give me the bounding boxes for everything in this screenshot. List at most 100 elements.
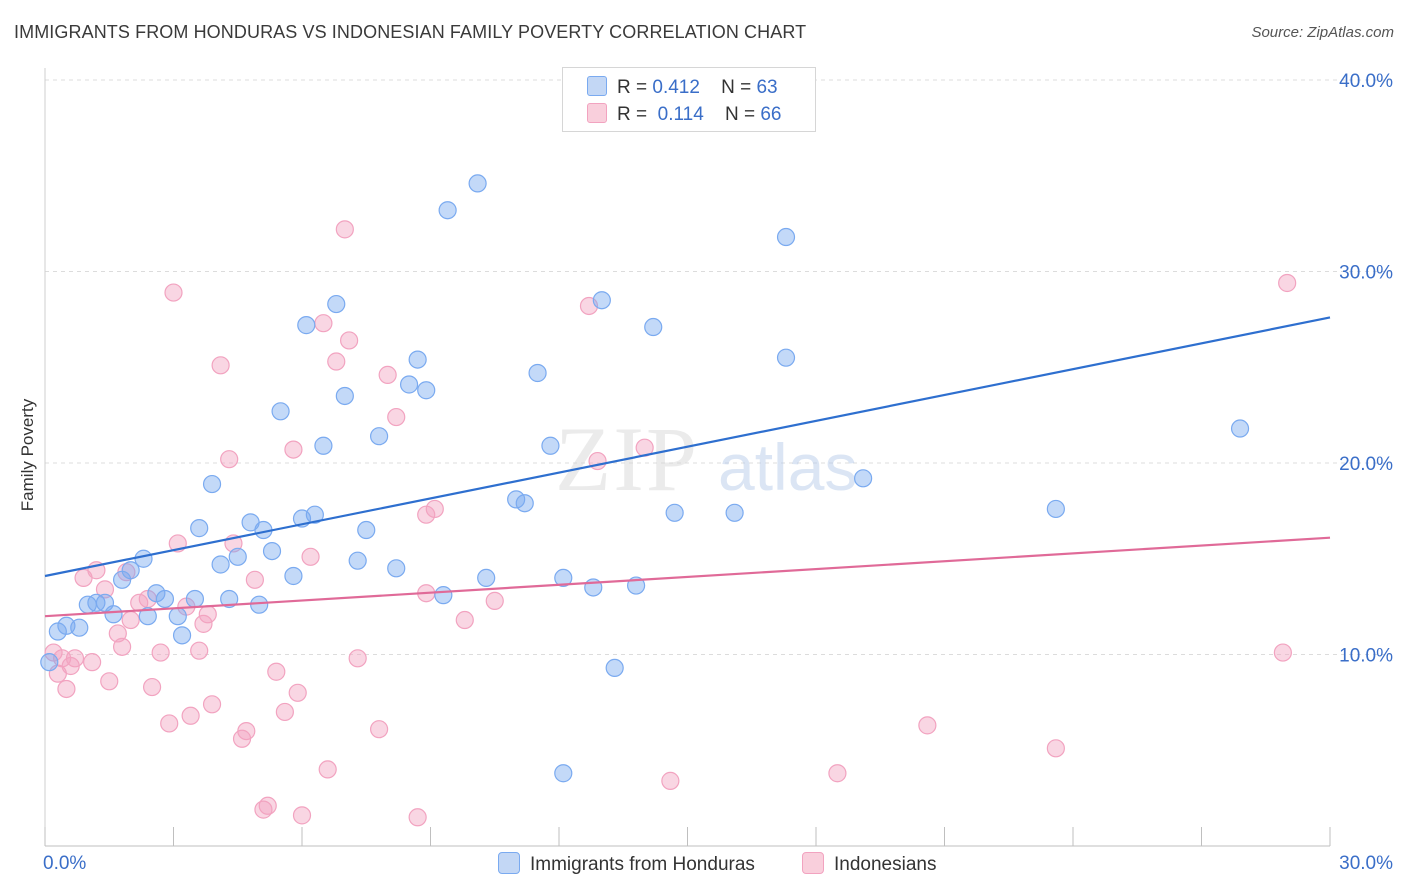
indonesians-point	[301, 547, 320, 566]
indonesians-point	[194, 614, 213, 633]
indonesians-point	[220, 450, 239, 469]
legend-item-indonesians[interactable]: Indonesians	[802, 852, 936, 876]
legend-row-indonesians: R = 0.114 N = 66	[587, 103, 781, 125]
honduras-point	[665, 503, 684, 522]
honduras-trend-line	[44, 316, 1331, 578]
indonesians-point	[335, 220, 354, 239]
honduras-point	[155, 589, 175, 609]
honduras-point	[327, 294, 346, 314]
honduras-point	[138, 607, 157, 626]
indonesians-point	[387, 407, 406, 427]
honduras-point	[185, 589, 205, 609]
honduras-point	[262, 541, 282, 561]
legend-row-honduras: R = 0.412 N = 63	[587, 76, 778, 98]
indonesians-point	[340, 331, 359, 350]
y-tick-label: 10.0%	[1339, 646, 1393, 667]
watermark-atlas: atlas	[718, 430, 857, 504]
indonesians-points	[44, 220, 1297, 827]
legend-r-value-honduras: 0.412	[652, 77, 700, 98]
indonesians-point	[142, 677, 162, 697]
indonesians-point	[918, 716, 937, 735]
indonesians-point	[160, 714, 179, 733]
indonesians-point	[202, 695, 222, 714]
legend-item-honduras[interactable]: Immigrants from Honduras	[498, 852, 755, 876]
indonesians-point	[828, 764, 847, 783]
indonesians-point	[425, 499, 444, 519]
indonesians-point	[245, 570, 264, 589]
honduras-point	[725, 503, 744, 522]
y-tick-label: 20.0%	[1339, 454, 1393, 475]
honduras-point	[202, 474, 222, 494]
legend-label-indonesians: Indonesians	[834, 854, 937, 875]
indonesians-point	[1046, 739, 1065, 758]
source-label: Source: ZipAtlas.com	[1251, 24, 1394, 41]
honduras-point	[854, 469, 873, 488]
tick-labels: 10.0% 20.0% 30.0% 40.0% 0.0% 30.0%	[43, 71, 1393, 874]
indonesians-point	[65, 649, 85, 668]
honduras-point	[228, 547, 247, 566]
honduras-point	[314, 436, 333, 455]
indonesians-point	[348, 649, 367, 668]
correlation-legend: R = 0.412 N = 63 R = 0.114 N = 66	[562, 67, 816, 132]
honduras-point	[134, 549, 153, 568]
indonesians-point	[455, 610, 474, 630]
legend-r-label: R =	[617, 77, 648, 98]
honduras-point	[387, 559, 406, 578]
indonesians-point	[112, 637, 132, 656]
indonesians-point	[100, 672, 119, 691]
indonesians-point	[121, 610, 140, 630]
honduras-point	[1046, 499, 1065, 519]
indonesians-point	[267, 662, 286, 681]
indonesians-point	[370, 720, 389, 739]
indonesians-point	[378, 365, 397, 385]
honduras-point	[70, 618, 89, 637]
indonesians-point	[408, 808, 427, 827]
honduras-point	[357, 520, 376, 540]
honduras-point	[528, 363, 547, 383]
indonesians-point	[314, 314, 333, 333]
honduras-point	[190, 519, 209, 538]
honduras-point	[271, 402, 290, 421]
indonesians-point	[211, 356, 230, 375]
x-tick-label: 0.0%	[43, 853, 86, 874]
indonesians-point	[292, 806, 312, 825]
indonesians-point	[327, 352, 346, 371]
honduras-point	[211, 555, 230, 574]
honduras-point	[776, 227, 796, 247]
indonesians-point	[198, 605, 217, 624]
indonesians-point	[485, 591, 504, 610]
honduras-point	[408, 350, 427, 369]
indonesians-point	[95, 580, 115, 599]
y-tick-label: 30.0%	[1339, 263, 1393, 284]
honduras-point	[172, 626, 192, 645]
legend-swatch-indonesians	[587, 103, 607, 123]
indonesians-point	[284, 440, 303, 459]
legend-n-value-honduras: 63	[756, 77, 778, 98]
honduras-point	[305, 505, 324, 524]
honduras-point	[250, 595, 269, 614]
legend-n-label: N =	[724, 104, 756, 125]
indonesians-point	[258, 796, 277, 815]
honduras-point	[104, 605, 123, 624]
legend-swatch-honduras	[587, 76, 607, 96]
honduras-point	[40, 653, 59, 672]
honduras-point	[554, 568, 573, 588]
indonesians-point	[661, 771, 680, 790]
legend-label-honduras: Immigrants from Honduras	[530, 854, 755, 875]
honduras-point	[335, 386, 354, 406]
indonesians-point	[57, 679, 76, 699]
honduras-point	[644, 317, 663, 337]
honduras-point	[168, 607, 187, 626]
indonesians-point	[288, 683, 307, 702]
legend-n-label: N =	[721, 77, 752, 98]
indonesians-point	[164, 283, 183, 302]
legend-swatch-honduras	[498, 852, 520, 874]
indonesians-point	[1278, 273, 1297, 293]
indonesians-point	[108, 624, 127, 643]
legend-r-value-indonesians: 0.114	[657, 104, 704, 125]
legend-n-value-indonesians: 66	[760, 104, 782, 125]
legend-swatch-indonesians	[802, 852, 824, 874]
honduras-point	[515, 494, 534, 513]
indonesians-point	[1273, 643, 1292, 662]
honduras-point	[605, 658, 624, 678]
